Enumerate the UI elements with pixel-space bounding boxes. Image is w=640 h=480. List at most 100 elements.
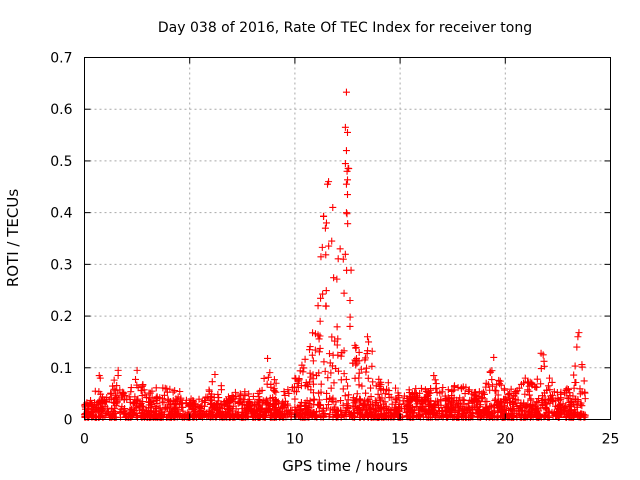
roti-point [315,369,323,377]
roti-point [444,400,452,408]
roti-point [328,333,336,341]
y-tick-label: 0.4 [50,206,72,222]
roti-point [353,390,361,398]
roti-point [563,394,571,402]
y-tick-label: 0.5 [50,154,72,170]
roti-point [260,374,268,382]
roti-point [264,373,272,381]
roti-point [409,407,417,415]
roti-point [148,411,156,419]
roti-point [357,410,365,418]
roti-point [515,384,523,392]
roti-point [493,380,501,388]
roti-point [130,399,138,407]
roti-point [234,398,242,406]
roti-point [208,390,216,398]
roti-point [113,382,121,390]
roti-point [369,378,377,386]
roti-point [95,388,103,396]
x-tick-label: 0 [80,432,89,448]
roti-point [136,406,144,414]
roti-point [255,403,263,411]
roti-point [524,378,532,386]
roti-point [355,381,363,389]
roti-point [548,378,556,386]
roti-point [242,410,250,418]
roti-point [102,409,110,417]
roti-point [562,389,570,397]
roti-point [580,377,588,385]
roti-peak-point [343,167,351,175]
roti-peak-point [341,160,349,168]
roti-peak-point [314,302,322,310]
scatter-points [81,88,589,421]
roti-point [578,363,586,371]
roti-point [381,390,389,398]
roti-point [535,395,543,403]
roti-point [367,384,375,392]
roti-point [441,406,449,414]
roti-point [254,409,262,417]
roti-point [422,388,430,396]
roti-point [362,368,370,376]
roti-point [337,397,345,405]
roti-point [362,389,370,397]
roti-point [318,243,326,251]
roti-point [405,386,413,394]
roti-point [472,398,480,406]
roti-point [258,386,266,394]
roti-point [303,381,311,389]
grid [84,57,611,420]
roti-point [172,395,180,403]
roti-point [317,253,325,261]
roti-point [546,386,554,394]
roti-point [488,376,496,384]
roti-point [354,404,362,412]
roti-point [557,395,565,403]
roti-point [444,394,452,402]
chart-title: Day 038 of 2016, Rate Of TEC Index for r… [158,20,532,36]
x-axis-label: GPS time / hours [282,457,408,475]
y-tick-label: 0.3 [50,257,72,273]
roti-point [444,407,452,415]
roti-point [332,398,340,406]
roti-point [355,348,363,356]
roti-point [573,401,581,409]
roti-point [285,389,293,397]
roti-peak-point [342,180,350,188]
roti-point [315,335,323,343]
roti-point [525,387,533,395]
roti-point [495,400,503,408]
roti-point [249,407,257,415]
roti-point [475,409,483,417]
roti-point [459,410,467,418]
roti-point [489,412,497,420]
roti-point [363,397,371,405]
roti-peak-point [342,88,350,96]
roti-point [581,411,589,419]
roti-peak-point [316,317,324,325]
roti-point [338,349,346,357]
roti-peak-point [521,374,529,382]
roti-point [552,396,560,404]
roti-point [459,396,467,404]
roti-point [392,396,400,404]
roti-point [301,402,309,410]
roti-point [171,387,179,395]
roti-point [343,404,351,412]
roti-point [314,401,322,409]
roti-point [363,350,371,358]
roti-point [120,396,128,404]
roti-point [182,399,190,407]
y-tick-label: 0.2 [50,309,72,325]
roti-point [495,376,503,384]
roti-point [228,392,236,400]
roti-point [362,364,370,372]
roti-point [292,375,300,383]
roti-point [273,407,281,415]
roti-point [334,367,342,375]
roti-point [269,394,277,402]
x-tick-label: 15 [391,432,409,448]
roti-point [537,404,545,412]
roti-peak-point [321,224,329,232]
